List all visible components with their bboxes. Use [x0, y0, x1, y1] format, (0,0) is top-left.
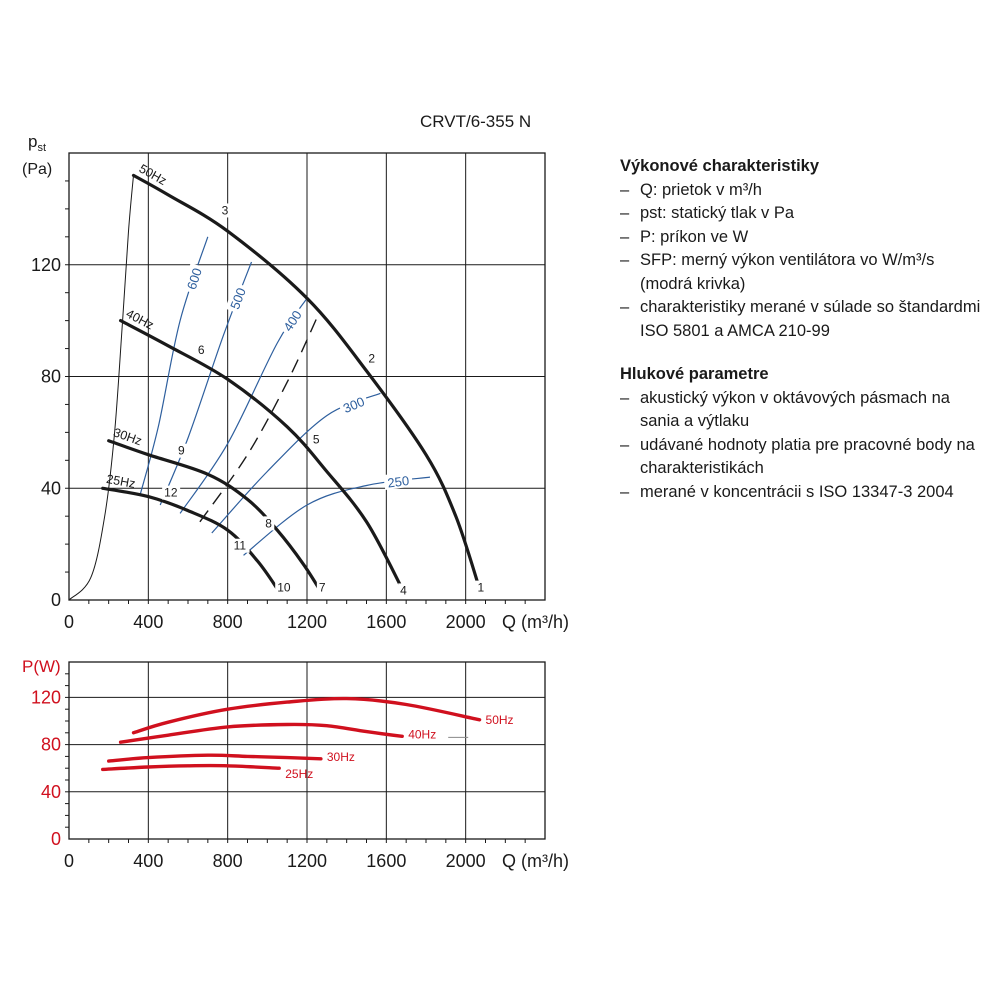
pressure-x-tick-label: 2000 [446, 612, 486, 632]
point-label-bg [231, 538, 250, 553]
pressure-x-tick-label: 800 [213, 612, 243, 632]
power-curve-30Hz [107, 753, 323, 763]
power-curve-label: 30Hz [327, 750, 355, 764]
pressure-y-tick-label: 120 [31, 255, 61, 275]
operating-point-label: 9 [178, 444, 185, 458]
power-x-tick-label: 1600 [366, 851, 406, 871]
power-y-tick-label: 120 [31, 687, 61, 707]
pressure-y-axis-unit: (Pa) [22, 161, 52, 178]
legend-title-noise: Hlukové parametre [620, 365, 769, 383]
pressure-y-tick-label: 80 [41, 367, 61, 387]
operating-point-label: 12 [164, 486, 178, 500]
power-curve-25Hz [101, 763, 281, 772]
point-label-bg [316, 580, 328, 595]
pressure-x-axis-label: Q (m³/h) [502, 612, 569, 632]
pressure-y-tick-label: 40 [41, 478, 61, 498]
point-label-bg [398, 583, 410, 598]
legend-title-performance: Výkonové charakteristiky [620, 157, 820, 175]
power-y-tick-label: 40 [41, 782, 61, 802]
legend-list-performance: Q: prietok v m³/h pst: statický tlak v P… [620, 179, 990, 344]
power-curve-label: 25Hz [285, 767, 313, 781]
point-label-bg [219, 203, 231, 218]
sfp-label-bg [383, 471, 414, 491]
power-curve-label: 50Hz [486, 713, 514, 727]
operating-point-label: 8 [265, 516, 272, 530]
point-label-bg [275, 580, 294, 595]
legend-item: pst: statický tlak v Pa [620, 202, 990, 226]
fan-curve-40Hz [119, 319, 404, 591]
sfp-curve-label: 600 [184, 266, 205, 291]
power-y-axis-label: P(W) [22, 657, 61, 676]
sfp-label-bg [277, 304, 306, 337]
power-x-axis-label: Q (m³/h) [502, 851, 569, 871]
operating-point-label: 2 [368, 352, 375, 366]
legend-list-noise: akustický výkon v oktávových pásmach na … [620, 387, 990, 505]
operating-point-label: 11 [234, 539, 247, 553]
legend-item: SFP: merný výkon ventilátora vo W/m³/s (… [620, 249, 990, 296]
power-y-tick-label: 80 [41, 735, 61, 755]
sfp-label-bg [225, 282, 250, 314]
pressure-y-tick-label: 0 [51, 590, 61, 610]
sfp-label-bg [181, 262, 205, 295]
operating-point-label: 6 [198, 343, 205, 357]
legend-item: P: príkon ve W [620, 226, 990, 250]
fan-curve-label: 25Hz [105, 472, 136, 491]
point-label-bg [162, 485, 181, 500]
power-curve-40Hz [118, 722, 404, 744]
power-curve-label: 40Hz [408, 727, 436, 741]
point-label-bg [366, 351, 378, 366]
pressure-x-tick-label: 0 [64, 612, 74, 632]
power-x-tick-label: 1200 [287, 851, 327, 871]
operating-point-label: 5 [313, 433, 320, 447]
power-x-tick-label: 400 [133, 851, 163, 871]
power-x-tick-label: 800 [213, 851, 243, 871]
sfp-curve-label: 250 [387, 473, 410, 491]
sfp-label-bg [337, 391, 370, 417]
fan-curve-label: 40Hz [124, 307, 156, 333]
power-curve-50Hz [131, 696, 482, 735]
power-y-tick-label: 0 [51, 829, 61, 849]
fan-curve-30Hz [107, 439, 323, 594]
system-curve [199, 317, 318, 523]
operating-point-label: 4 [400, 583, 407, 597]
pressure-x-tick-label: 1600 [366, 612, 406, 632]
legend-panel: Výkonové charakteristiky Q: prietok v m³… [620, 155, 990, 524]
power-x-tick-label: 0 [64, 851, 74, 871]
pressure-x-tick-label: 400 [133, 612, 163, 632]
legend-item: merané v koncentrácii s ISO 13347-3 2004 [620, 481, 990, 505]
power-x-tick-label: 2000 [446, 851, 486, 871]
fan-curve-50Hz [131, 173, 482, 591]
legend-item: udávané hodnoty platia pre pracovné body… [620, 434, 990, 481]
fan-curve-label: 50Hz [137, 162, 169, 189]
sfp-curve-label: 500 [227, 286, 249, 312]
legend-item: charakteristiky merané v súlade so štand… [620, 296, 990, 343]
legend-item: Q: prietok v m³/h [620, 179, 990, 203]
model-title: CRVT/6-355 N [420, 112, 532, 131]
pressure-x-tick-label: 1200 [287, 612, 327, 632]
point-label-bg [195, 343, 207, 358]
pressure-y-axis-label: pst [28, 132, 46, 154]
point-label-bg [475, 580, 487, 595]
operating-point-label: 1 [478, 581, 485, 595]
system-curve [68, 175, 134, 601]
fan-curve-25Hz [101, 486, 281, 594]
point-label-bg [176, 443, 188, 458]
legend-item: akustický výkon v oktávových pásmach na … [620, 387, 990, 434]
operating-point-label: 3 [222, 203, 229, 217]
operating-point-label: 7 [319, 581, 326, 595]
operating-point-label: 10 [277, 581, 291, 595]
point-label-bg [310, 432, 322, 447]
point-label-bg [263, 516, 275, 531]
